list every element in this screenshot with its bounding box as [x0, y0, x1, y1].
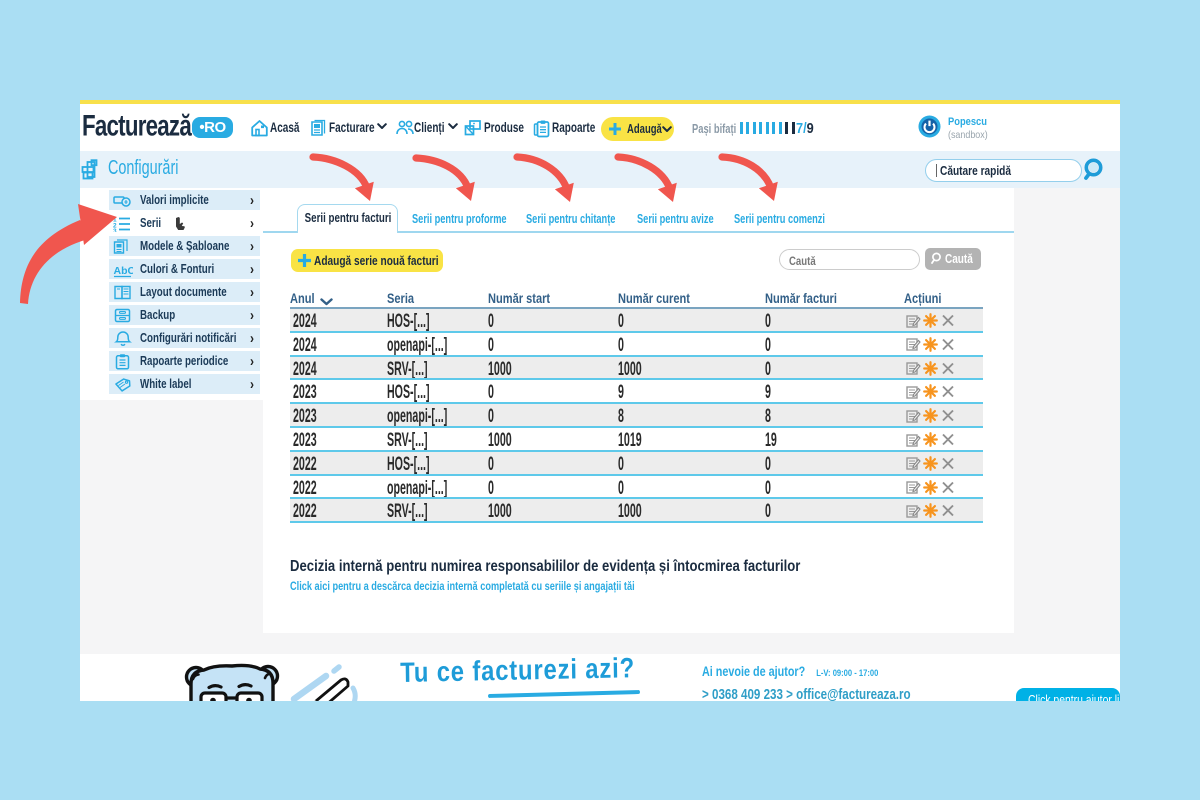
svg-text:3: 3 [113, 228, 117, 232]
svg-text:AbC: AbC [114, 265, 134, 277]
